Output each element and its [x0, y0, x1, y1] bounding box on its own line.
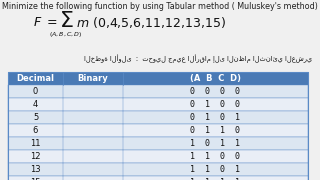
Bar	[8, 72, 308, 180]
Text: 0: 0	[33, 87, 38, 96]
Bar	[8, 98, 308, 111]
Text: Minimize the following function by using Tabular method ( Muluskey's method): Minimize the following function by using…	[2, 2, 318, 11]
Text: 0  0  0  0: 0 0 0 0	[190, 87, 241, 96]
Text: $m\ (0{,}4{,}5{,}6{,}11{,}12{,}13{,}15)$: $m\ (0{,}4{,}5{,}6{,}11{,}12{,}13{,}15)$	[76, 15, 226, 30]
Text: Decimal: Decimal	[17, 74, 54, 83]
Text: Binary: Binary	[78, 74, 108, 83]
Text: الخطوة الأولى  :  تحويل جميع الأرقام إلى النظام الثنائي العشري: الخطوة الأولى : تحويل جميع الأرقام إلى ا…	[84, 54, 312, 63]
Text: 6: 6	[33, 126, 38, 135]
Bar	[8, 85, 308, 98]
Text: 4: 4	[33, 100, 38, 109]
Text: 12: 12	[30, 152, 41, 161]
Text: 5: 5	[33, 113, 38, 122]
Text: 0  1  0  1: 0 1 0 1	[190, 113, 241, 122]
Bar	[8, 150, 308, 163]
Text: 1  1  0  1: 1 1 0 1	[190, 165, 241, 174]
Text: 15: 15	[30, 178, 41, 180]
Text: 11: 11	[30, 139, 41, 148]
Text: 1  1  0  0: 1 1 0 0	[190, 152, 241, 161]
Text: $\Sigma$: $\Sigma$	[59, 11, 73, 31]
Text: $(A,B,C,D)$: $(A,B,C,D)$	[49, 30, 83, 39]
Text: 0  1  1  0: 0 1 1 0	[190, 126, 241, 135]
Bar	[8, 137, 308, 150]
Text: 1  0  1  1: 1 0 1 1	[190, 139, 241, 148]
Bar	[8, 124, 308, 137]
Bar	[8, 72, 308, 85]
Text: (A  B  C  D): (A B C D)	[190, 74, 241, 83]
Text: $\mathit{F}\ =\ $: $\mathit{F}\ =\ $	[33, 15, 58, 28]
Text: 13: 13	[30, 165, 41, 174]
Bar	[8, 176, 308, 180]
Bar	[8, 163, 308, 176]
Bar	[8, 111, 308, 124]
Text: 0  1  0  0: 0 1 0 0	[190, 100, 241, 109]
Text: 1  1  1  1: 1 1 1 1	[190, 178, 241, 180]
